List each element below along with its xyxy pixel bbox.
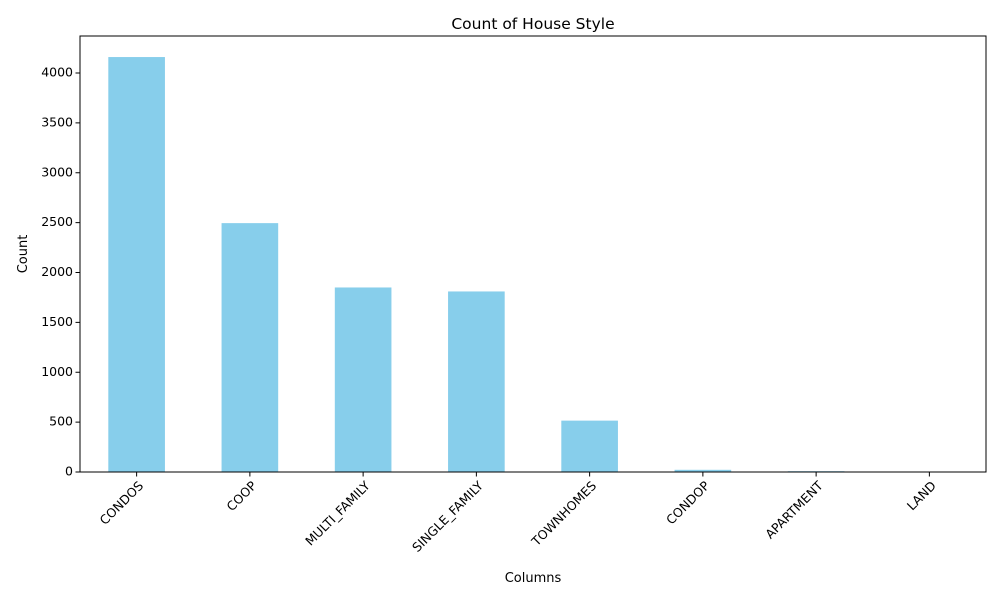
bar-townhomes — [561, 420, 618, 472]
y-tick-label: 500 — [49, 414, 73, 429]
y-tick-label: 1000 — [41, 364, 73, 379]
x-tick-label: COOP — [223, 478, 259, 514]
x-tick-label: CONDOS — [96, 478, 146, 528]
bar-multi-family — [334, 287, 392, 472]
bar-condop — [674, 469, 732, 472]
x-tick-label: MULTI_FAMILY — [302, 478, 373, 549]
bar-coop — [221, 223, 279, 472]
x-tick-label: CONDOP — [663, 478, 713, 528]
x-tick-label: LAND — [904, 478, 939, 513]
plot-area-frame — [79, 35, 987, 473]
y-tick-label: 2500 — [41, 214, 73, 229]
y-tick-label: 2000 — [41, 264, 73, 279]
x-tick-label: TOWNHOMES — [528, 478, 599, 549]
bar-single-family — [448, 291, 505, 472]
y-tick-label: 1500 — [41, 314, 73, 329]
y-tick-label: 3000 — [41, 164, 73, 179]
y-tick-label: 4000 — [41, 65, 73, 80]
x-tick-label: APARTMENT — [762, 478, 826, 542]
y-tick-label: 0 — [65, 464, 73, 479]
x-axis-title: Columns — [505, 571, 562, 586]
bars-layer — [108, 57, 958, 473]
x-tick-label: SINGLE_FAMILY — [409, 478, 486, 555]
y-axis-title: Count — [16, 235, 31, 274]
y-tick-label: 3500 — [41, 114, 73, 129]
bar-condos — [108, 57, 165, 473]
chart-title: Count of House Style — [451, 15, 614, 33]
